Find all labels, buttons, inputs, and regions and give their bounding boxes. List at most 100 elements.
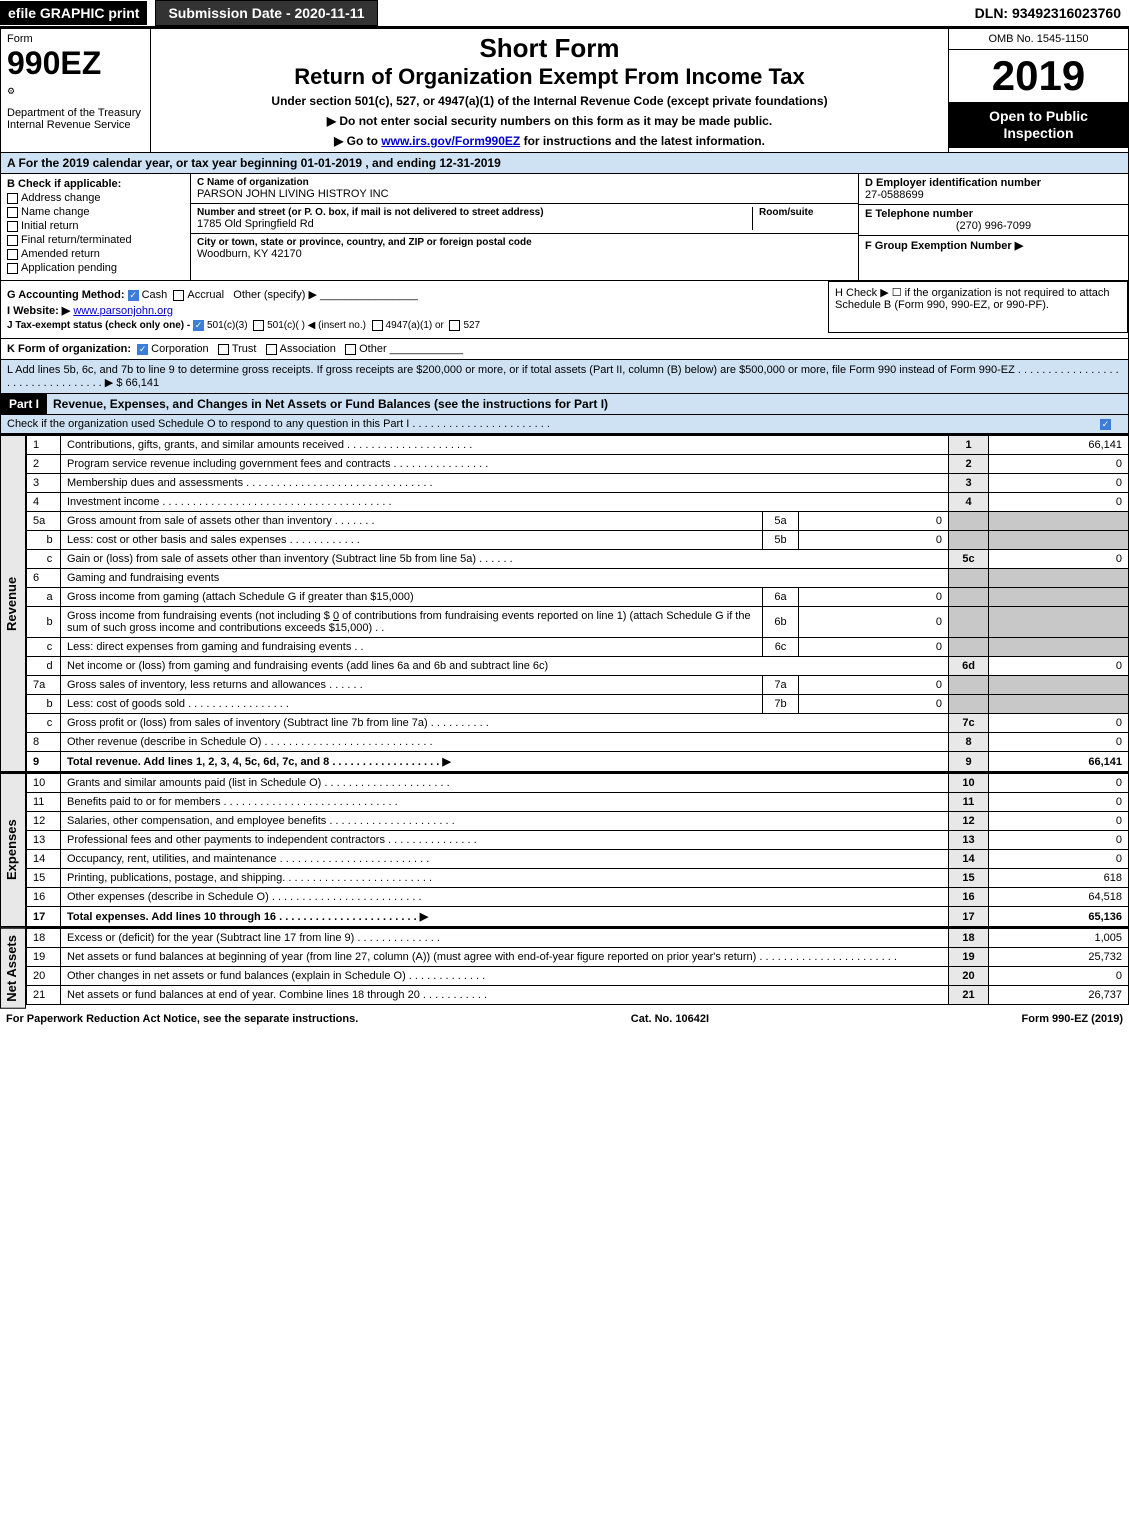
section-e: E Telephone number (270) 996-7099	[859, 205, 1128, 236]
check-amended-return[interactable]: Amended return	[7, 248, 184, 260]
netassets-section: Net Assets 18Excess or (deficit) for the…	[0, 927, 1129, 1009]
org-addr-row: Number and street (or P. O. box, if mail…	[191, 204, 858, 234]
opt-501c3: 501(c)(3)	[207, 320, 248, 331]
table-row: 4Investment income . . . . . . . . . . .…	[27, 493, 1129, 512]
section-f: F Group Exemption Number ▶	[859, 236, 1128, 280]
check-label: Amended return	[21, 248, 100, 260]
check-association[interactable]	[266, 344, 277, 355]
check-501c3[interactable]: ✓	[193, 320, 204, 331]
table-row: bLess: cost of goods sold . . . . . . . …	[27, 695, 1129, 714]
table-row: 20Other changes in net assets or fund ba…	[27, 967, 1129, 986]
header-left: Form 990EZ ⚙ Department of the Treasury …	[1, 29, 151, 152]
section-h-text: H Check ▶ ☐ if the organization is not r…	[835, 287, 1110, 311]
check-application-pending[interactable]: Application pending	[7, 262, 184, 274]
expenses-section: Expenses 10Grants and similar amounts pa…	[0, 772, 1129, 927]
part1-header-row: Part I Revenue, Expenses, and Changes in…	[0, 394, 1129, 415]
check-cash[interactable]: ✓	[128, 290, 139, 301]
short-form-title: Short Form	[159, 33, 940, 64]
check-final-return[interactable]: Final return/terminated	[7, 234, 184, 246]
table-row: cGain or (loss) from sale of assets othe…	[27, 550, 1129, 569]
check-trust[interactable]	[218, 344, 229, 355]
ein-label: D Employer identification number	[865, 177, 1122, 189]
table-row: bLess: cost or other basis and sales exp…	[27, 531, 1129, 550]
page-footer: For Paperwork Reduction Act Notice, see …	[0, 1009, 1129, 1029]
check-other-org[interactable]	[345, 344, 356, 355]
city-label: City or town, state or province, country…	[197, 237, 852, 248]
header-center: Short Form Return of Organization Exempt…	[151, 29, 948, 152]
efile-prefix: efile	[8, 5, 36, 21]
line-a-taxyear: A For the 2019 calendar year, or tax yea…	[0, 153, 1129, 174]
part1-title-text: Revenue, Expenses, and Changes in Net As…	[53, 397, 608, 411]
phone-value: (270) 996-7099	[865, 220, 1122, 232]
check-label: Name change	[21, 206, 90, 218]
part1-check-note: Check if the organization used Schedule …	[0, 415, 1129, 434]
opt-501c: 501(c)( ) ◀ (insert no.)	[267, 320, 366, 331]
table-row: 17Total expenses. Add lines 10 through 1…	[27, 907, 1129, 927]
table-row: cGross profit or (loss) from sales of in…	[27, 714, 1129, 733]
check-label: Initial return	[21, 220, 78, 232]
form-number: 990EZ	[7, 45, 144, 82]
form-subtitle: Under section 501(c), 527, or 4947(a)(1)…	[159, 94, 940, 108]
expenses-side-label: Expenses	[0, 773, 26, 927]
check-name-change[interactable]: Name change	[7, 206, 184, 218]
revenue-side-label: Revenue	[0, 435, 26, 772]
opt-4947: 4947(a)(1) or	[386, 320, 444, 331]
check-label: Final return/terminated	[21, 234, 132, 246]
dept-treasury: Department of the Treasury	[7, 107, 144, 119]
check-initial-return[interactable]: Initial return	[7, 220, 184, 232]
section-b: B Check if applicable: Address change Na…	[1, 174, 191, 280]
goto-prefix: ▶ Go to	[334, 134, 381, 148]
omb-number: OMB No. 1545-1150	[949, 29, 1128, 50]
check-accrual[interactable]	[173, 290, 184, 301]
check-501c[interactable]	[253, 320, 264, 331]
check-4947[interactable]	[372, 320, 383, 331]
tax-exempt-label: J Tax-exempt status (check only one) -	[7, 320, 193, 331]
corp-label: Corporation	[151, 343, 208, 355]
org-name-row: C Name of organization PARSON JOHN LIVIN…	[191, 174, 858, 204]
check-schedule-o[interactable]: ✓	[1100, 419, 1111, 430]
revenue-section: Revenue 1Contributions, gifts, grants, a…	[0, 434, 1129, 772]
form-title: Return of Organization Exempt From Incom…	[159, 64, 940, 90]
expenses-table: 10Grants and similar amounts paid (list …	[26, 773, 1129, 927]
ssn-note: ▶ Do not enter social security numbers o…	[159, 114, 940, 128]
submission-date-button[interactable]: Submission Date - 2020-11-11	[155, 0, 377, 26]
dln-label: DLN: 93492316023760	[967, 1, 1129, 25]
group-exemption-label: F Group Exemption Number ▶	[865, 240, 1023, 252]
table-row: 7aGross sales of inventory, less returns…	[27, 676, 1129, 695]
footer-center: Cat. No. 10642I	[631, 1013, 709, 1025]
l6b-d1: Gross income from fundraising events (no…	[67, 610, 333, 622]
revenue-table: 1Contributions, gifts, grants, and simil…	[26, 435, 1129, 772]
table-row: 21Net assets or fund balances at end of …	[27, 986, 1129, 1005]
city-value: Woodburn, KY 42170	[197, 248, 852, 260]
assoc-label: Association	[280, 343, 336, 355]
table-row: 16Other expenses (describe in Schedule O…	[27, 888, 1129, 907]
accounting-method-label: G Accounting Method:	[7, 289, 125, 301]
table-row: dNet income or (loss) from gaming and fu…	[27, 657, 1129, 676]
form-word: Form	[7, 33, 144, 45]
check-address-change[interactable]: Address change	[7, 192, 184, 204]
check-label: Application pending	[21, 262, 117, 274]
check-corporation[interactable]: ✓	[137, 344, 148, 355]
toolbar: efile GRAPHIC print Submission Date - 20…	[0, 0, 1129, 28]
efile-print[interactable]: print	[108, 5, 139, 21]
trust-label: Trust	[232, 343, 257, 355]
section-d: D Employer identification number 27-0588…	[859, 174, 1128, 205]
website-link[interactable]: www.parsonjohn.org	[73, 305, 173, 317]
table-row: 2Program service revenue including gover…	[27, 455, 1129, 474]
table-row: bGross income from fundraising events (n…	[27, 607, 1129, 638]
opt-527: 527	[463, 320, 480, 331]
goto-suffix: for instructions and the latest informat…	[524, 134, 765, 148]
part1-badge: Part I	[1, 394, 47, 414]
footer-right: Form 990-EZ (2019)	[1022, 1013, 1123, 1025]
irs-label: Internal Revenue Service	[7, 119, 144, 131]
efile-label[interactable]: efile GRAPHIC print	[0, 1, 147, 25]
table-row: 19Net assets or fund balances at beginni…	[27, 948, 1129, 967]
other-label: Other (specify) ▶	[233, 289, 317, 301]
table-row: 18Excess or (deficit) for the year (Subt…	[27, 929, 1129, 948]
table-row: cLess: direct expenses from gaming and f…	[27, 638, 1129, 657]
table-row: aGross income from gaming (attach Schedu…	[27, 588, 1129, 607]
goto-link[interactable]: www.irs.gov/Form990EZ	[381, 134, 520, 148]
website-label: I Website: ▶	[7, 305, 70, 317]
tax-year: 2019	[949, 50, 1128, 102]
check-527[interactable]	[449, 320, 460, 331]
